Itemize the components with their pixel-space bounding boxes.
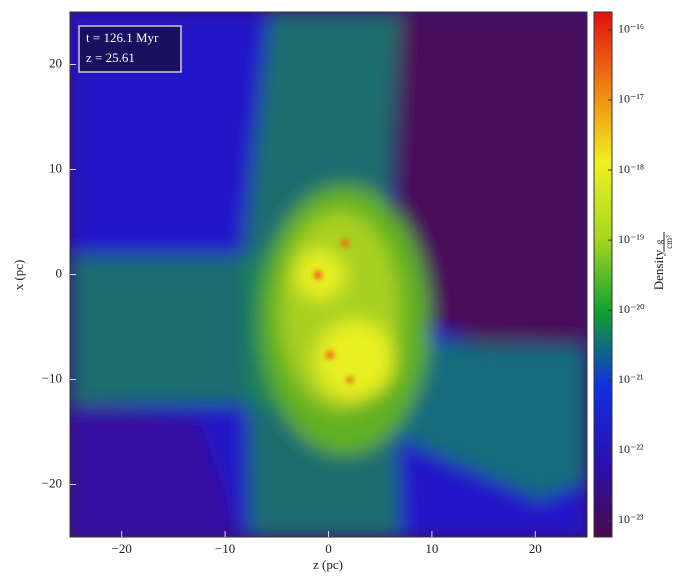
y-axis-label: x (pc): [11, 260, 26, 291]
y-tick-label: −10: [42, 370, 62, 385]
x-tick-label: −20: [112, 541, 132, 556]
colorbar-tick-label: 10⁻²³: [618, 512, 644, 526]
colorbar-label: Density: [651, 249, 666, 290]
colorbar-unit-denominator: cm³: [664, 235, 674, 249]
colorbar-tick-label: 10⁻¹⁶: [618, 22, 644, 36]
x-tick-label: 20: [529, 541, 542, 556]
annotation-box: t = 126.1 Myr z = 25.61: [78, 25, 182, 73]
colorbar-tick-label: 10⁻²²: [618, 442, 644, 456]
y-tick-label: 0: [56, 265, 63, 280]
x-tick-label: −10: [215, 541, 235, 556]
x-tick-label: 0: [325, 541, 332, 556]
y-tick-label: 10: [49, 160, 62, 175]
colorbar: [593, 11, 613, 538]
colorbar-tick-label: 10⁻¹⁸: [618, 162, 644, 176]
annotation-text: t = 126.1 Myr: [86, 30, 159, 45]
density-image: [70, 12, 587, 537]
y-tick-label: −20: [42, 475, 62, 490]
colorbar-tick-label: 10⁻²¹: [618, 372, 644, 386]
annotation-text: z = 25.61: [86, 50, 135, 65]
colorbar-unit-numerator: g: [654, 239, 664, 244]
x-tick-label: 10: [425, 541, 438, 556]
colorbar-tick-label: 10⁻¹⁷: [618, 92, 644, 106]
x-axis-label: z (pc): [313, 557, 343, 572]
colorbar-tick-label: 10⁻²⁰: [618, 302, 645, 316]
colorbar-tick-label: 10⁻¹⁹: [618, 232, 644, 246]
y-tick-label: 20: [49, 55, 62, 70]
